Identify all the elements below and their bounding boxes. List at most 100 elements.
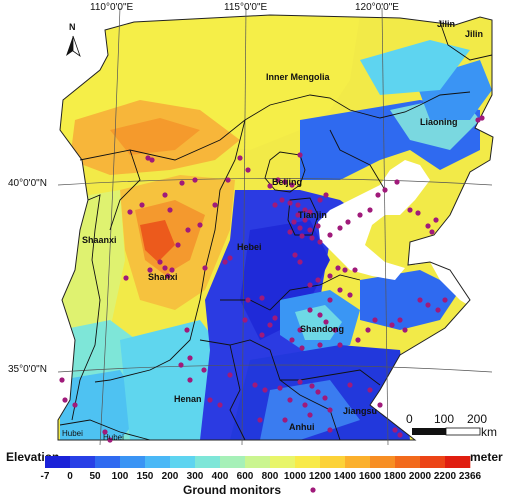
ground-monitor	[277, 385, 283, 391]
ground-monitor	[252, 382, 258, 388]
ground-monitor	[307, 282, 313, 288]
ground-monitor	[185, 227, 191, 233]
ground-monitor	[184, 327, 190, 333]
label-hubei-b: Hubei	[103, 433, 124, 442]
legend-swatch	[120, 456, 146, 468]
ground-monitor	[299, 345, 305, 351]
ground-monitor	[167, 207, 173, 213]
legend-tick-label: 1000	[284, 471, 307, 482]
ground-monitor	[323, 192, 329, 198]
label-lon-110: 110°0'0"E	[90, 2, 134, 13]
ground-monitor	[327, 297, 333, 303]
ground-monitor	[267, 183, 273, 189]
ground-monitor	[372, 317, 378, 323]
ground-monitor	[307, 227, 313, 233]
ground-monitor	[187, 355, 193, 361]
legend-tick-label: 0	[67, 471, 73, 482]
legend-monitor-marker	[310, 487, 316, 493]
legend-tick-label: 2366	[459, 471, 482, 482]
legend-swatch	[95, 456, 121, 468]
ground-monitor	[392, 427, 398, 433]
legend-swatch	[345, 456, 371, 468]
ground-monitor	[201, 367, 207, 373]
label-lon-120: 120°0'0"E	[355, 2, 399, 13]
ground-monitor	[435, 307, 441, 313]
border-hubei	[59, 419, 151, 441]
ground-monitor	[272, 202, 278, 208]
ground-monitor	[237, 155, 243, 161]
ground-monitor	[175, 242, 181, 248]
ground-monitor	[407, 207, 413, 213]
legend-swatch	[420, 456, 446, 468]
legend-monitor-label: Ground monitors	[183, 483, 281, 497]
ground-monitor	[415, 210, 421, 216]
ground-monitor	[337, 225, 343, 231]
ground-monitor	[59, 377, 65, 383]
province-borders	[59, 21, 493, 441]
ground-monitor	[227, 255, 233, 261]
ground-monitor	[425, 302, 431, 308]
ground-monitor	[327, 273, 333, 279]
ground-monitor	[337, 287, 343, 293]
ground-monitor	[389, 322, 395, 328]
ground-monitor	[417, 297, 423, 303]
ground-monitor	[402, 327, 408, 333]
legend-tick-label: 400	[212, 471, 229, 482]
ground-monitor	[302, 402, 308, 408]
ground-monitor	[242, 317, 248, 323]
ground-monitor	[192, 177, 198, 183]
ground-monitor	[299, 233, 305, 239]
ground-monitor	[272, 315, 278, 321]
meridian-115	[241, 7, 247, 446]
scale-tick-0: 0	[406, 412, 413, 426]
scale-seg-white	[445, 427, 481, 436]
ground-monitor	[259, 332, 265, 338]
ground-monitor	[297, 152, 303, 158]
ground-monitor	[282, 179, 288, 185]
ground-monitor	[327, 427, 333, 433]
label-shaanxi: Shaanxi	[82, 235, 117, 245]
ground-monitor	[289, 182, 295, 188]
legend-tick-label: 100	[112, 471, 129, 482]
ground-monitor	[309, 383, 315, 389]
border-inner-mongolia	[79, 91, 471, 161]
ground-monitor	[292, 252, 298, 258]
ground-monitor	[317, 342, 323, 348]
ground-monitor	[347, 382, 353, 388]
ground-monitor	[197, 222, 203, 228]
legend-tick-label: 1400	[334, 471, 357, 482]
ground-monitor	[222, 259, 228, 265]
legend-tick-label: 2000	[409, 471, 432, 482]
legend-swatch	[70, 456, 96, 468]
ground-monitor	[212, 202, 218, 208]
legend-tick-label: 200	[162, 471, 179, 482]
legend-swatch	[270, 456, 296, 468]
ground-monitor	[227, 372, 233, 378]
ground-monitor	[367, 387, 373, 393]
border-shaanxi	[71, 194, 101, 421]
ground-monitor	[165, 273, 171, 279]
parallel-35	[57, 364, 493, 373]
ground-monitor	[323, 319, 329, 325]
ground-monitor	[245, 297, 251, 303]
ground-monitor	[202, 265, 208, 271]
ground-monitor	[145, 155, 151, 161]
label-anhui: Anhui	[289, 422, 315, 432]
ground-monitor	[289, 337, 295, 343]
ground-monitor	[327, 232, 333, 238]
legend-tick-label: 1800	[384, 471, 407, 482]
ground-monitor	[275, 177, 281, 183]
label-lat-40: 40°0'0"N	[8, 178, 47, 189]
ground-monitor	[297, 327, 303, 333]
label-shanxi: Shanxi	[148, 272, 178, 282]
ground-monitor	[352, 267, 358, 273]
ground-monitor	[245, 167, 251, 173]
ground-monitor	[307, 209, 313, 215]
border-beijing	[264, 151, 306, 193]
ground-monitor	[347, 292, 353, 298]
ground-monitor	[309, 235, 315, 241]
scale-bar: 0 100 200 km	[406, 412, 497, 439]
legend-unit: meter	[470, 450, 503, 464]
ground-monitor	[257, 417, 263, 423]
border-anhui-jiangsu	[279, 379, 341, 441]
